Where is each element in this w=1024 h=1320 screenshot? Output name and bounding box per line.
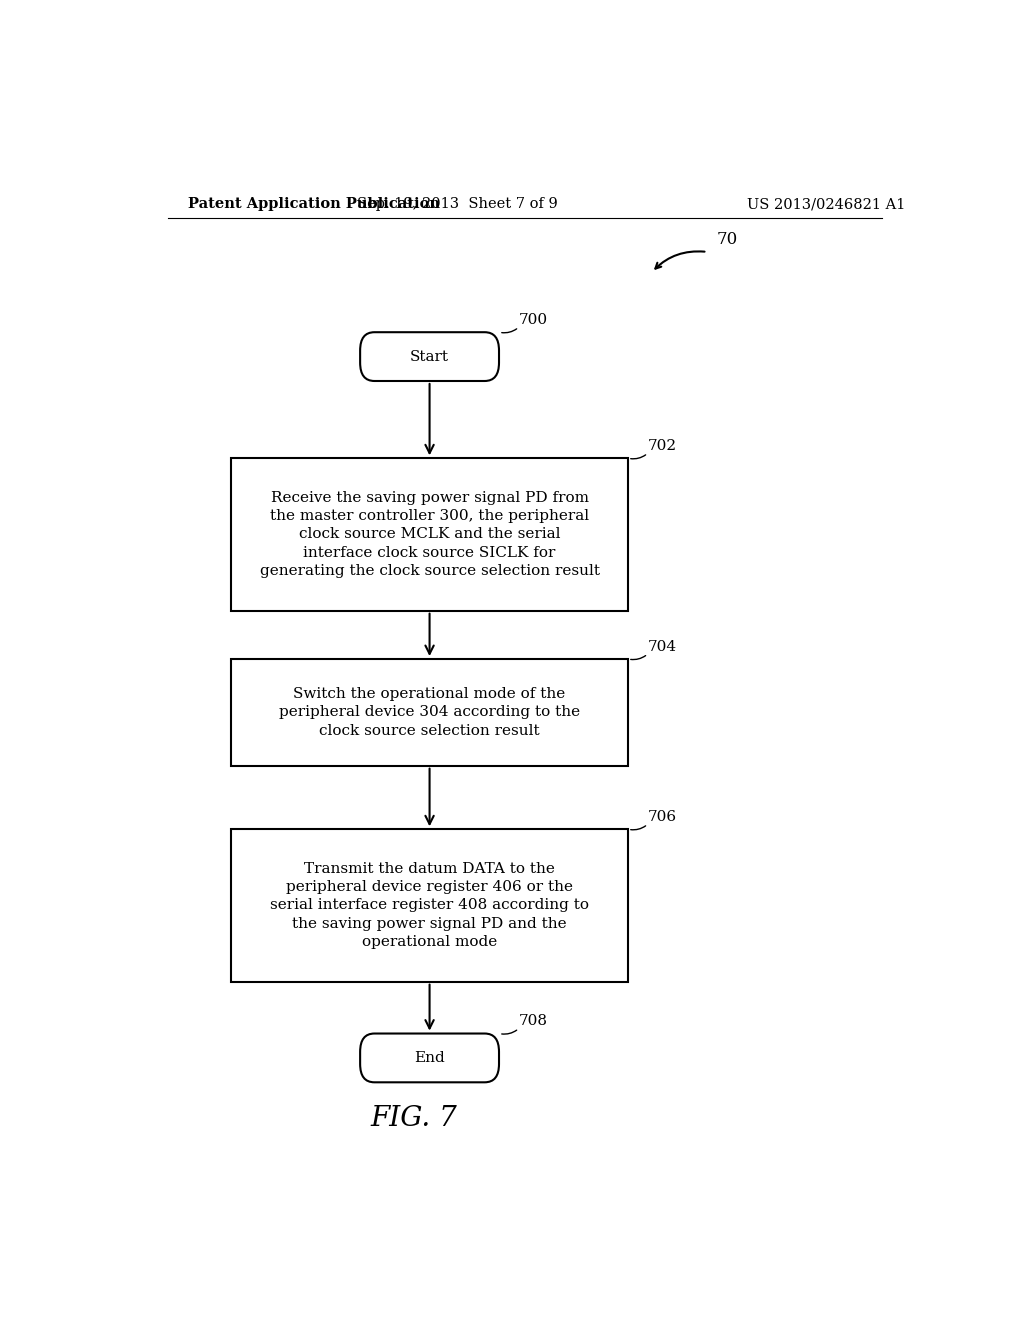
Text: Start: Start: [410, 350, 450, 363]
Bar: [231, 829, 628, 982]
Text: 702: 702: [648, 440, 677, 453]
FancyBboxPatch shape: [360, 1034, 499, 1082]
Text: 706: 706: [648, 810, 677, 824]
Bar: [231, 458, 628, 611]
Text: Receive the saving power signal PD from
the master controller 300, the periphera: Receive the saving power signal PD from …: [259, 491, 600, 578]
Text: 700: 700: [519, 313, 548, 327]
Text: End: End: [414, 1051, 445, 1065]
FancyBboxPatch shape: [360, 333, 499, 381]
Text: 704: 704: [648, 640, 677, 653]
Text: Switch the operational mode of the
peripheral device 304 according to the
clock : Switch the operational mode of the perip…: [279, 686, 581, 738]
Text: Transmit the datum DATA to the
peripheral device register 406 or the
serial inte: Transmit the datum DATA to the periphera…: [270, 862, 589, 949]
Text: 708: 708: [519, 1015, 548, 1028]
Text: 70: 70: [717, 231, 738, 248]
Text: FIG. 7: FIG. 7: [371, 1105, 457, 1133]
Bar: [231, 659, 628, 766]
Text: US 2013/0246821 A1: US 2013/0246821 A1: [748, 197, 905, 211]
Text: Patent Application Publication: Patent Application Publication: [187, 197, 439, 211]
Text: Sep. 19, 2013  Sheet 7 of 9: Sep. 19, 2013 Sheet 7 of 9: [357, 197, 558, 211]
